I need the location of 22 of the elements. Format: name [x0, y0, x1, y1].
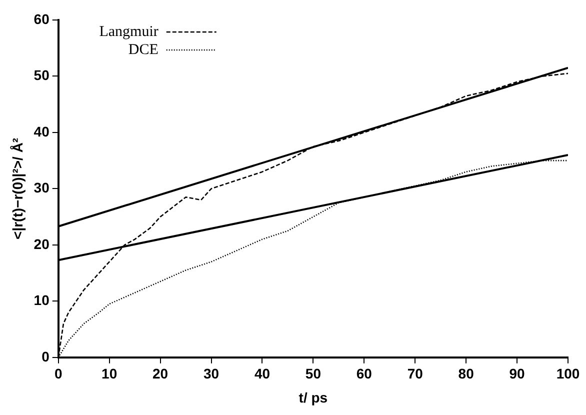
x-tick-label: 30: [203, 366, 220, 382]
x-tick-label: 40: [254, 366, 270, 382]
x-tick-label: 20: [152, 366, 168, 382]
y-tick-label: 0: [42, 348, 50, 364]
x-tick-label: 90: [509, 366, 526, 382]
y-tick-label: 60: [34, 10, 50, 27]
x-tick-label: 60: [356, 366, 372, 382]
y-tick-label: 10: [34, 292, 50, 308]
y-axis-title: <|r(t)−r(0)|²>/ Å²: [9, 138, 26, 240]
x-tick-label: 100: [556, 366, 580, 382]
legend-label: Langmuir: [99, 24, 158, 40]
x-tick-label: 10: [102, 366, 118, 382]
y-tick-label: 30: [34, 180, 50, 196]
x-tick-label: 80: [458, 366, 474, 382]
y-tick-label: 40: [34, 123, 50, 140]
x-tick-label: 70: [407, 366, 424, 382]
x-tick-label: 50: [305, 366, 322, 382]
x-axis-title: t/ ps: [298, 389, 328, 406]
legend-label: DCE: [128, 42, 158, 58]
x-tick-label: 0: [54, 366, 62, 382]
y-tick-label: 20: [34, 236, 50, 252]
y-tick-label: 50: [34, 67, 50, 84]
